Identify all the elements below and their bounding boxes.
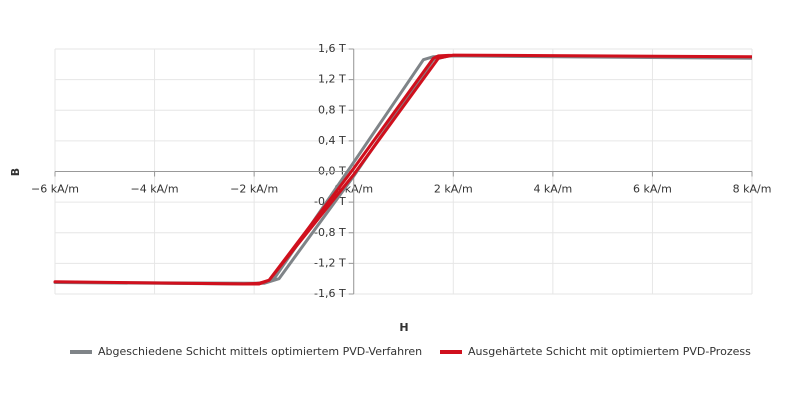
x-tick-label: −2 kA/m [230, 183, 278, 196]
y-tick-label: 0,8 T [318, 103, 346, 116]
y-tick-label: -0,8 T [314, 226, 346, 239]
x-tick-label: −6 kA/m [31, 183, 79, 196]
legend-label: Ausgehärtete Schicht mit optimiertem PVD… [468, 345, 751, 358]
x-tick-label: 4 kA/m [533, 183, 572, 196]
x-tick-label: 2 kA/m [434, 183, 473, 196]
series-line [53, 53, 753, 286]
x-tick-label: −4 kA/m [131, 183, 179, 196]
y-tick-label: 0,4 T [318, 134, 346, 147]
y-tick-label: 1,6 T [318, 42, 346, 55]
y-tick-label: 1,2 T [318, 73, 346, 86]
y-tick-label: -1,6 T [314, 287, 346, 300]
legend-label: Abgeschiedene Schicht mittels optimierte… [98, 345, 422, 358]
y-axis-title: B [9, 168, 22, 176]
x-tick-label: 6 kA/m [633, 183, 672, 196]
y-tick-label: -1,2 T [314, 256, 346, 269]
series-line [53, 54, 753, 286]
x-tick-label: 8 kA/m [733, 183, 772, 196]
x-axis-title: H [399, 321, 408, 334]
